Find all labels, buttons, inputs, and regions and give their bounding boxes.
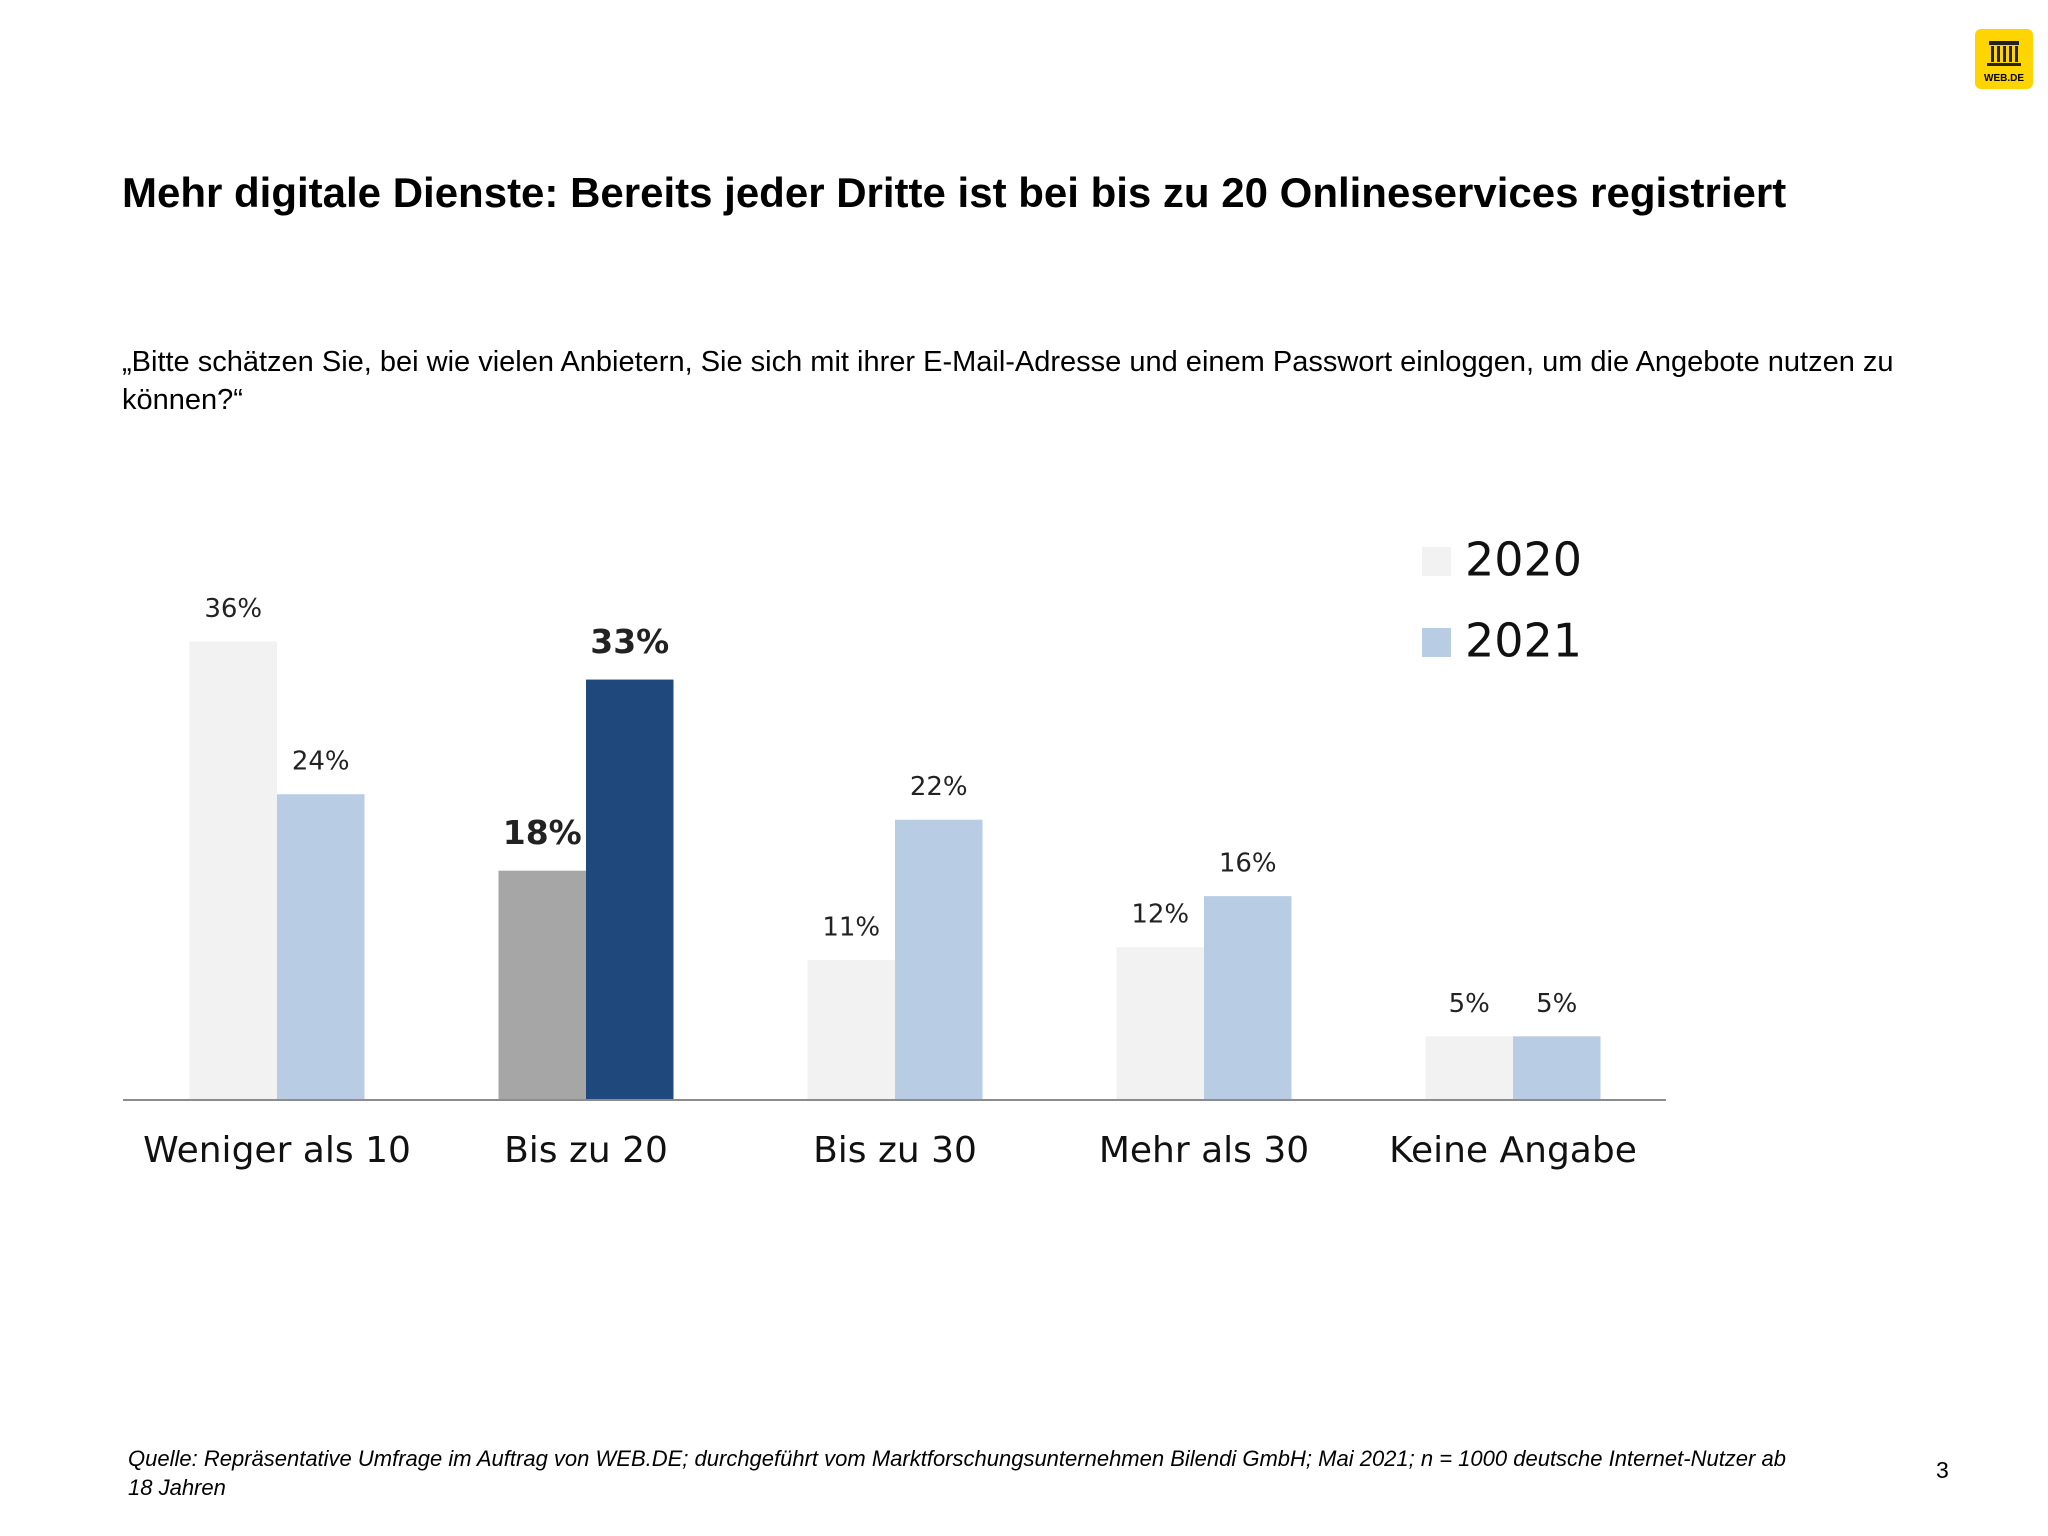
question: „Bitte schätzen Sie, bei wie vielen Anbi… — [122, 346, 1894, 416]
title: Mehr digitale Dienste: Bereits jeder Dri… — [122, 169, 1787, 216]
value-label: 5% — [1449, 989, 1490, 1019]
bar — [277, 794, 365, 1100]
source: Quelle: Repräsentative Umfrage im Auftra… — [128, 1446, 1786, 1500]
value-label: 33% — [590, 622, 669, 661]
value-label: 24% — [292, 747, 350, 777]
legend-swatch — [1422, 547, 1451, 576]
bar — [586, 679, 674, 1100]
value-label: 11% — [822, 912, 880, 942]
x-tick-label: Bis zu 20 — [504, 1130, 668, 1171]
x-tick-label: Weniger als 10 — [143, 1130, 411, 1171]
x-tick-label: Mehr als 30 — [1099, 1130, 1309, 1171]
bar — [1116, 947, 1204, 1100]
value-label: 36% — [204, 594, 262, 624]
legend-label: 2021 — [1465, 614, 1582, 668]
logo-text: WEB.DE — [1984, 73, 2024, 84]
value-label: 22% — [910, 772, 968, 802]
legend-swatch — [1422, 628, 1451, 657]
bar — [807, 959, 895, 1100]
x-tick-label: Keine Angabe — [1389, 1130, 1637, 1171]
x-tick-label: Bis zu 30 — [813, 1130, 977, 1171]
bar — [895, 819, 983, 1100]
logo-icon — [1987, 41, 2021, 66]
page-number: 3 — [1936, 1457, 1949, 1483]
value-label: 16% — [1219, 849, 1277, 879]
bar — [498, 870, 586, 1100]
value-label: 18% — [503, 813, 582, 852]
bar — [189, 641, 277, 1100]
bar — [1204, 896, 1292, 1100]
bar — [1425, 1036, 1513, 1100]
bar — [1513, 1036, 1601, 1100]
value-label: 12% — [1131, 900, 1189, 930]
logo: WEB.DE — [1975, 29, 2033, 89]
value-label: 5% — [1536, 989, 1577, 1019]
legend-label: 2020 — [1465, 533, 1582, 587]
